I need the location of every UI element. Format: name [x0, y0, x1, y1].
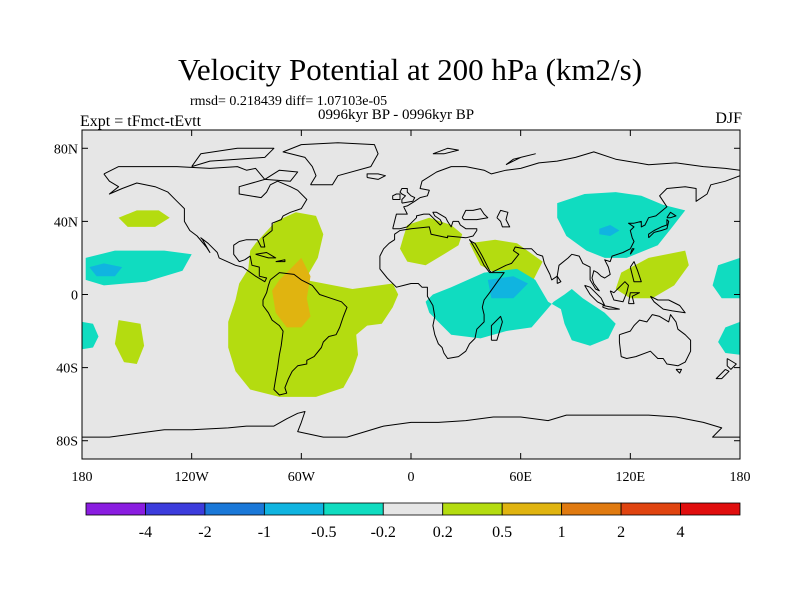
coastline-new-guinea: [649, 295, 686, 314]
colorbar-label: 1: [558, 524, 566, 541]
colorbar-swatch: [85, 502, 146, 516]
colorbar-swatch: [680, 502, 741, 516]
map-axes: 180 120W 60W 0 60E 120E 180 80N 40N 0 40S 80S: [54, 130, 751, 485]
y-tick-label: 0: [71, 289, 78, 304]
colorbar-swatch: [501, 502, 563, 516]
coastline-taiwan: [629, 248, 635, 255]
colorbar: -4 -2 -1 -0.5 -0.2 0.2 0.5 1 2 4: [85, 502, 741, 541]
contour-region-north-africa-positive-east: [469, 239, 543, 284]
y-tick-label: 40N: [54, 215, 78, 230]
coastline-tasmania: [675, 368, 682, 374]
coastline-black-caspian: [461, 208, 489, 221]
period-line: 0996kyr BP - 0996kyr BP: [318, 107, 475, 123]
coastline-new-zealand-n: [726, 358, 737, 370]
contour-region-dateline-south-negative: [82, 321, 99, 350]
coastline-north-america: [103, 166, 308, 283]
colorbar-swatch: [263, 502, 325, 516]
colorbar-swatch: [382, 502, 444, 516]
contour-region-indian-ocean-negative: [425, 268, 616, 346]
contour-region-dateline-east-south-negative: [718, 321, 740, 355]
x-tick-label: 120W: [175, 470, 210, 485]
coastline-baffin: [264, 169, 299, 182]
x-tick-label: 180: [730, 470, 751, 485]
map-title: Velocity Potential at 200 hPa (km2/s): [177, 52, 643, 87]
coastline-greenland: [282, 142, 379, 186]
contour-region-north-pacific-positive: [118, 210, 170, 227]
colorbar-label: -1: [258, 524, 271, 541]
coastline-novaya-zemlya: [505, 153, 536, 166]
contour-region-south-pacific-positive: [114, 320, 145, 364]
coastline-sulawesi: [628, 292, 640, 305]
coastline-australia: [618, 314, 692, 367]
x-tick-label: 60E: [509, 470, 532, 485]
map-plot-area: [82, 130, 740, 459]
coastline-borneo: [609, 281, 629, 303]
coastline-eurasia-africa: [379, 151, 740, 359]
coastline-cuba: [255, 252, 277, 259]
colorbar-label: 2: [617, 524, 625, 541]
coastline-iceland: [366, 173, 386, 180]
coastline-south-america: [262, 272, 348, 396]
coastline-madagascar: [490, 315, 503, 341]
contour-region-americas-positive: [228, 212, 399, 397]
coastline-sri-lanka: [556, 275, 562, 284]
experiment-label: Expt = tFmct-tEvtt: [80, 113, 202, 130]
coastline-hispaniola: [275, 259, 286, 263]
colorbar-label: -2: [198, 524, 211, 541]
contour-region-west-pacific-positive: [615, 250, 689, 299]
colorbar-label: -0.2: [371, 524, 396, 541]
contour-region-east-asia-negative: [557, 192, 686, 258]
coastline-antarctica: [82, 411, 740, 438]
x-tick-label: 0: [408, 470, 415, 485]
colorbar-swatch: [323, 502, 384, 516]
coastline-ireland: [392, 193, 401, 200]
coastline-arctic-islands: [191, 147, 275, 168]
coastline-uk: [399, 188, 416, 204]
x-tick-label: 120E: [616, 470, 646, 485]
x-tick-label: 60W: [288, 470, 316, 485]
x-tick-label: 180: [72, 470, 93, 485]
colorbar-label: 0.2: [433, 524, 453, 541]
colorbar-swatch: [620, 502, 681, 516]
contour-region-east-pacific-negative-core: [89, 263, 123, 277]
coastline-new-zealand-s: [715, 368, 730, 380]
colorbar-label: -0.5: [311, 524, 336, 541]
contour-region-north-africa-positive: [400, 217, 463, 266]
contour-region-dateline-east-negative: [712, 257, 740, 299]
colorbar-swatch: [204, 502, 265, 516]
colorbar-label: 0.5: [492, 524, 512, 541]
coastline-hokkaido: [666, 211, 677, 219]
season-label: DJF: [715, 110, 742, 127]
y-tick-label: 80S: [56, 435, 78, 450]
coastline-java: [602, 305, 620, 310]
coastline-svalbard: [432, 147, 459, 155]
coastline-caspian: [496, 209, 511, 228]
colorbar-label: -4: [139, 524, 152, 541]
y-tick-label: 80N: [54, 142, 78, 157]
contour-region-east-pacific-negative: [85, 250, 192, 286]
stats-line: rmsd= 0.218439 diff= 1.07103e-05: [190, 94, 388, 109]
colorbar-swatch: [442, 502, 503, 516]
colorbar-swatch: [561, 502, 622, 516]
y-tick-label: 40S: [56, 362, 78, 377]
coastline-philippines: [629, 261, 642, 283]
contour-region-east-asia-negative-core: [599, 225, 620, 236]
contour-region-amazon-positive-core: [272, 257, 311, 328]
coastline-japan: [648, 219, 670, 239]
colorbar-swatch: [145, 502, 206, 516]
colorbar-label: 4: [677, 524, 685, 541]
